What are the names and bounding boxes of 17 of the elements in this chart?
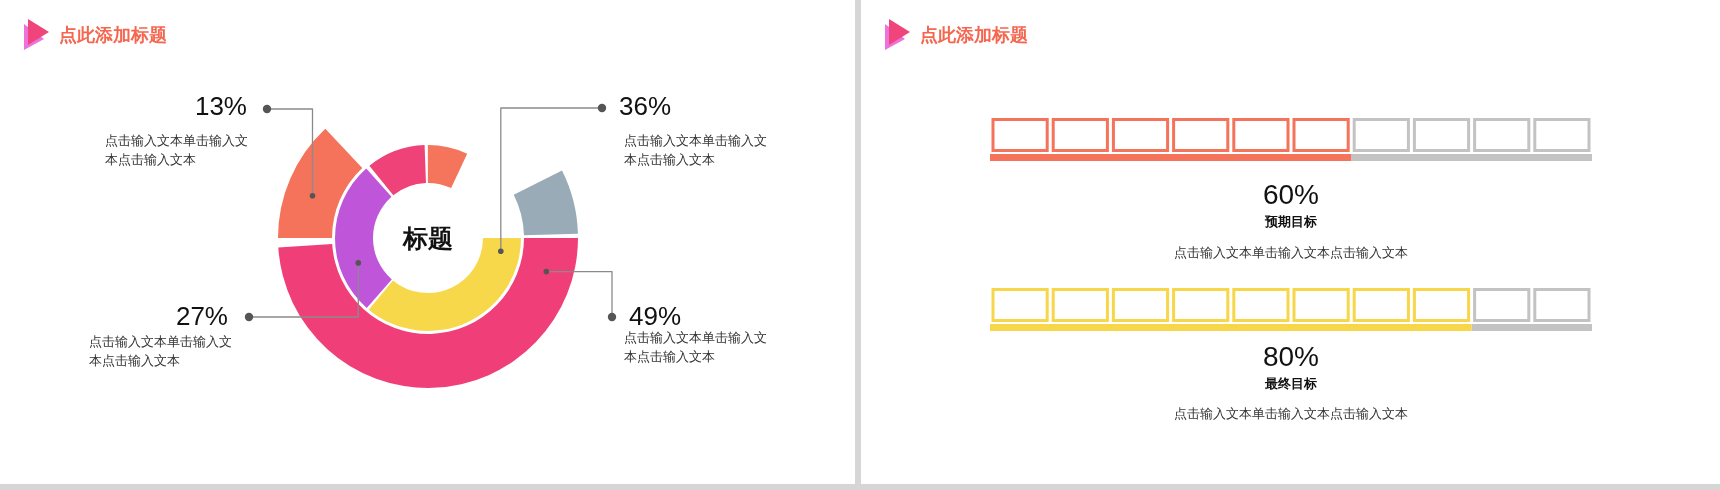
data-label: 27%	[175, 301, 228, 331]
data-label: 49%	[629, 301, 682, 331]
y-tick-label: 最终目标	[1265, 375, 1317, 391]
text: 点此添加标题	[59, 24, 167, 45]
category-label: 点击输入文本单击输入文本点击输入文本	[105, 132, 249, 169]
data-label: 80%	[1262, 341, 1320, 372]
category-label: 点击输入文本单击输入文本点击输入文本	[624, 132, 768, 169]
text: 标题	[403, 223, 453, 253]
category-label: 点击输入文本单击输入文本点击输入文本	[624, 329, 768, 366]
annotation: 点击输入文本单击输入文本点击输入文本	[1174, 244, 1408, 260]
chart-title: 点此添加标题	[920, 24, 1028, 45]
annotation: 点击输入文本单击输入文本点击输入文本	[1174, 405, 1408, 421]
data-label: 13%	[194, 91, 247, 121]
category-label: 点击输入文本单击输入文本点击输入文本	[89, 333, 233, 370]
y-tick-label: 预期目标	[1265, 213, 1317, 229]
data-label: 36%	[619, 91, 672, 121]
data-label: 60%	[1262, 179, 1320, 210]
